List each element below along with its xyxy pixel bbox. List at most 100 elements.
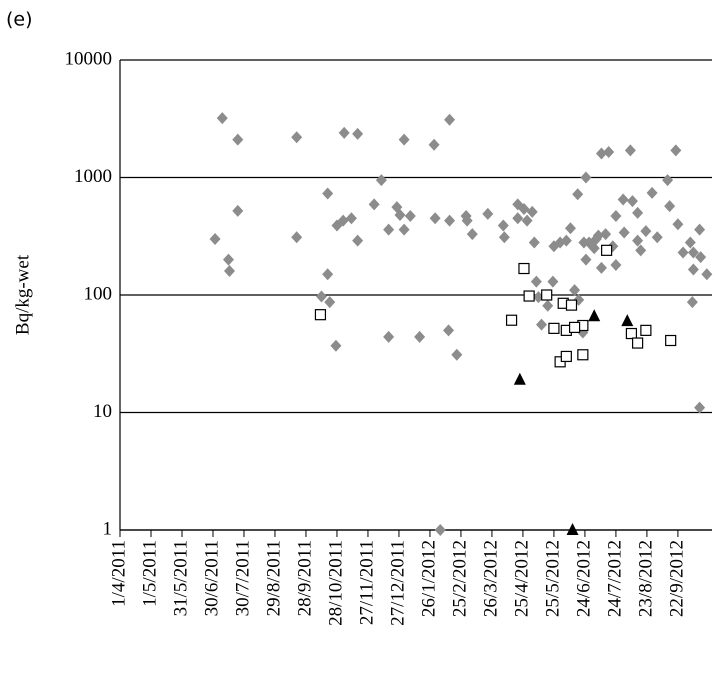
- diamond-point: [595, 147, 607, 160]
- square-point: [548, 322, 560, 334]
- diamond-point: [404, 210, 416, 223]
- diamond-point: [521, 214, 533, 227]
- diamond-point: [322, 268, 334, 281]
- triangle-point: [588, 309, 601, 322]
- diamond-point: [542, 299, 554, 312]
- square-point: [523, 290, 535, 302]
- x-tick-label: 24/7/2012: [604, 540, 625, 617]
- diamond-point: [394, 208, 406, 221]
- diamond-point: [618, 226, 630, 239]
- diamond-point: [444, 214, 456, 227]
- x-tick-label: 27/11/2011: [356, 540, 377, 625]
- diamond-point: [291, 131, 303, 144]
- x-tick-label: 30/7/2011: [232, 540, 253, 616]
- diamond-point: [569, 284, 581, 297]
- diamond-point: [560, 234, 572, 247]
- diamond-point: [375, 174, 387, 187]
- diamond-point: [482, 207, 494, 220]
- diamond-point: [428, 138, 440, 151]
- diamond-point: [232, 204, 244, 217]
- diamond-point: [461, 214, 473, 227]
- diamond-point: [209, 232, 221, 245]
- diamond-point: [443, 324, 455, 337]
- diamond-point: [610, 210, 622, 223]
- x-tick-label: 1/5/2011: [139, 540, 160, 607]
- square-point: [665, 334, 677, 347]
- diamond-point: [345, 212, 357, 225]
- diamond-point: [686, 296, 698, 309]
- diamond-point: [588, 242, 600, 255]
- diamond-point: [398, 133, 410, 146]
- square-point: [568, 321, 581, 333]
- diamond-point: [684, 236, 696, 249]
- x-tick-label: 28/9/2011: [294, 540, 315, 616]
- x-tick-label: 26/3/2012: [480, 540, 501, 617]
- diamond-point: [322, 187, 334, 200]
- diamond-point: [352, 127, 364, 140]
- diamond-point: [315, 290, 327, 303]
- diamond-point: [352, 234, 364, 247]
- square-point: [625, 327, 638, 340]
- diamond-point: [512, 212, 524, 225]
- square-point: [632, 337, 644, 349]
- x-tick-label: 29/8/2011: [263, 540, 284, 616]
- diamond-point: [526, 205, 538, 218]
- x-tick-label: 31/5/2011: [170, 540, 191, 616]
- x-tick-label: 24/6/2012: [573, 540, 594, 617]
- x-tick-label: 26/1/2012: [418, 540, 439, 617]
- diamond-point: [595, 261, 607, 274]
- diamond-point: [592, 229, 604, 242]
- diamond-point: [646, 186, 658, 199]
- diamond-point: [603, 145, 615, 158]
- x-tick-label: 28/10/2011: [325, 540, 346, 626]
- diamond-point: [694, 223, 706, 236]
- square-point: [505, 314, 518, 326]
- x-tick-label: 25/4/2012: [511, 540, 532, 617]
- y-tick-label: 1000: [74, 166, 112, 187]
- diamond-point: [414, 330, 426, 343]
- square-point: [577, 349, 589, 361]
- diamond-point: [222, 253, 234, 266]
- diamond-point: [398, 223, 410, 236]
- diamond-point: [632, 206, 644, 219]
- diamond-point: [664, 200, 676, 213]
- diamond-point: [291, 231, 303, 244]
- diamond-point: [635, 244, 647, 257]
- diamond-point: [338, 126, 350, 139]
- diamond-point: [580, 171, 592, 184]
- y-tick-label: 100: [84, 283, 113, 304]
- triangle-point: [566, 523, 579, 535]
- square-point: [541, 289, 553, 301]
- diamond-point: [626, 195, 638, 208]
- x-tick-label: 30/6/2011: [201, 540, 222, 616]
- diamond-point: [651, 231, 663, 244]
- x-tick-label: 1/4/2011: [108, 540, 129, 607]
- diamond-point: [701, 268, 713, 281]
- diamond-point: [330, 339, 342, 352]
- square-point: [314, 309, 327, 321]
- x-tick-label: 27/12/2011: [387, 540, 408, 626]
- diamond-point: [632, 234, 644, 247]
- x-tick-label: 23/8/2012: [635, 540, 656, 617]
- diamond-point: [687, 263, 699, 276]
- diamond-point: [466, 228, 478, 241]
- diamond-point: [368, 198, 380, 211]
- diamond-point: [224, 265, 236, 278]
- x-tick-label: 25/2/2012: [449, 540, 470, 617]
- diamond-point: [528, 236, 540, 249]
- diamond-point: [383, 330, 395, 343]
- y-tick-label: 10000: [65, 48, 113, 69]
- y-tick-label: 10: [93, 401, 112, 422]
- diamond-point: [564, 222, 576, 235]
- diamond-point: [640, 225, 652, 238]
- square-point: [560, 350, 572, 363]
- diamond-point: [216, 112, 228, 125]
- diamond-point: [694, 401, 706, 414]
- diamond-point: [547, 275, 559, 288]
- diamond-point: [672, 218, 684, 231]
- square-point: [565, 299, 578, 311]
- diamond-point: [624, 144, 636, 157]
- diamond-point: [429, 212, 441, 225]
- y-axis-label: Bq/kg-wet: [12, 254, 33, 335]
